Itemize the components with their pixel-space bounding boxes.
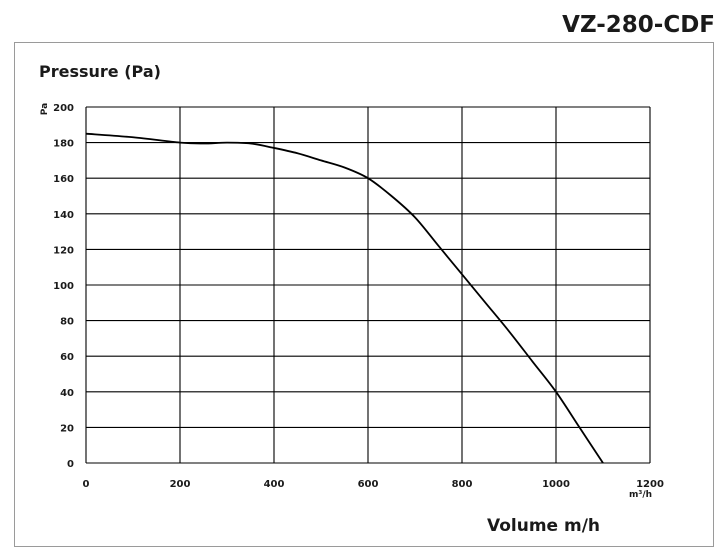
x-axis-title: Volume m/h <box>487 516 601 536</box>
x-tick-label: 1000 <box>542 479 570 490</box>
x-tick-label: 1200 <box>636 479 664 490</box>
x-tick-label: 400 <box>264 479 285 490</box>
y-tick-label: 80 <box>60 317 74 328</box>
y-tick-label: 200 <box>53 103 74 114</box>
y-tick-label: 120 <box>53 245 74 256</box>
x-tick-label: 200 <box>170 479 191 490</box>
x-tick-label: 800 <box>452 479 473 490</box>
y-tick-label: 100 <box>53 281 74 292</box>
y-tick-label: 60 <box>60 352 74 363</box>
model-title: VZ-280-CDF <box>562 12 715 38</box>
pressure-curve <box>85 132 604 464</box>
y-tick-label: 140 <box>53 210 74 221</box>
y-tick-label: 160 <box>53 174 74 185</box>
chart-title: Pressure (Pa) <box>39 62 161 81</box>
y-tick-label: 20 <box>60 423 74 434</box>
y-tick-label: 0 <box>67 459 74 470</box>
x-axis-unit: m³/h <box>629 490 653 500</box>
chart-frame <box>14 42 714 547</box>
y-tick-label: 40 <box>60 388 74 399</box>
x-tick-label: 0 <box>83 479 90 490</box>
y-tick-label: 180 <box>53 139 74 150</box>
x-tick-label: 600 <box>358 479 379 490</box>
